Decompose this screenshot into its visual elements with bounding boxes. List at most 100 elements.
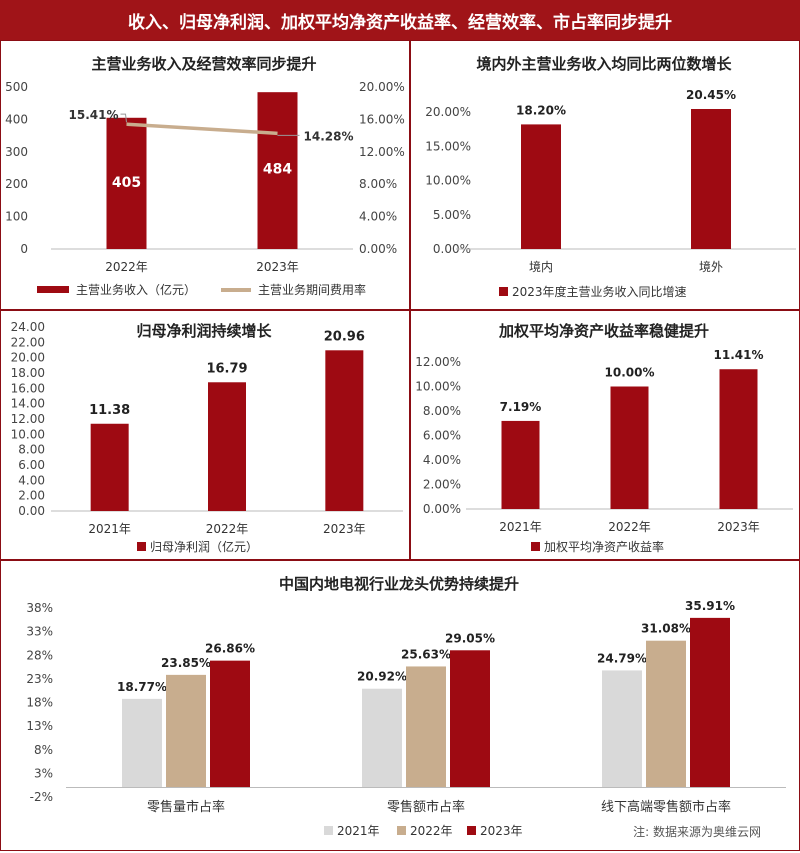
y-tick-label: 18% xyxy=(26,696,53,710)
bar-2022 xyxy=(166,674,206,788)
market-share-chart: 中国内地电视行业龙头优势持续提升 -2% 3% 8% 13% 18% 23% 28% 33% 3… xyxy=(26,575,786,838)
y-tick-label: 6.00 xyxy=(18,458,45,472)
y-tick-label: 10.00% xyxy=(425,174,471,188)
bar-2022 xyxy=(406,666,446,788)
legend-label: 2021年 xyxy=(337,824,380,838)
data-label: 11.41% xyxy=(714,348,764,362)
net-profit-panel: 归母净利润持续增长 0.00 2.00 4.00 6.00 8.00 10.00 12.00… xyxy=(0,310,410,560)
y-tick-label: 3% xyxy=(34,766,53,780)
y-tick-label: 14.00 xyxy=(11,397,45,411)
data-label: 16.79 xyxy=(206,361,247,376)
data-label: 23.85% xyxy=(161,656,211,670)
y-tick-label: 2.00 xyxy=(18,489,45,503)
bar xyxy=(208,382,246,511)
y-tick-label: 12.00 xyxy=(11,412,45,426)
bar xyxy=(691,109,731,249)
data-label: 20.45% xyxy=(686,88,736,102)
bar xyxy=(521,124,561,249)
legend-label: 2023年 xyxy=(480,824,523,838)
data-label: 10.00% xyxy=(605,366,655,380)
bar-2023 xyxy=(690,617,730,788)
x-tick-label: 2021年 xyxy=(88,522,131,536)
y-tick-label: 8% xyxy=(34,743,53,757)
legend-swatch-2023年 xyxy=(467,826,476,835)
legend-swatch-2022年 xyxy=(397,826,406,835)
y-tick-label: 8.00 xyxy=(18,443,45,457)
net-profit-chart: 归母净利润持续增长 0.002.00 4.006.008.00 10.0012.00… xyxy=(11,320,403,554)
y-tick-label: 24.00 xyxy=(11,320,45,334)
x-tick-label: 境外 xyxy=(699,259,723,274)
y-tick-label-left: 0 xyxy=(20,242,28,256)
data-label-expense-rate: 15.41% xyxy=(69,108,119,122)
data-label-revenue: 405 xyxy=(112,175,141,191)
data-label: 20.96 xyxy=(324,329,365,344)
y-tick-label: 16.00 xyxy=(11,381,45,395)
y-tick-label-right: 12.00% xyxy=(359,145,405,159)
chart-title: 加权平均净资产收益率稳健提升 xyxy=(498,322,709,340)
legend-label-expense-rate: 主营业务期间费用率 xyxy=(258,282,366,297)
x-tick-label: 线下高端零售额市占率 xyxy=(601,799,731,815)
bar xyxy=(90,423,129,511)
y-tick-label: 15.00% xyxy=(425,139,471,153)
data-label: 24.79% xyxy=(597,651,647,665)
y-tick-label: 20.00 xyxy=(11,351,45,365)
legend-swatch-2021年 xyxy=(324,826,333,835)
legend-swatch-net-profit xyxy=(137,542,146,551)
y-tick-label: 38% xyxy=(26,601,53,615)
y-tick-label: 23% xyxy=(26,672,53,686)
x-tick-label: 零售量市占率 xyxy=(147,799,225,815)
roe-panel: 加权平均净资产收益率稳健提升 0.00% 2.00% 4.00% 6.00% 8.00%… xyxy=(410,310,800,560)
bar-revenue xyxy=(257,92,298,250)
bar-2021 xyxy=(602,670,642,788)
y-tick-label-left: 400 xyxy=(5,112,28,126)
bar xyxy=(610,386,649,509)
y-tick-label-left: 100 xyxy=(5,210,28,224)
y-tick-label-right: 4.00% xyxy=(359,210,397,224)
legend-label-roe: 加权平均净资产收益率 xyxy=(544,539,664,554)
bar-2022 xyxy=(646,640,686,788)
y-tick-label: 4.00% xyxy=(423,453,461,467)
y-tick-label: 13% xyxy=(26,719,53,733)
data-label: 35.91% xyxy=(685,599,735,613)
legend-label-growth: 2023年度主营业务收入同比增速 xyxy=(512,284,687,299)
x-tick-label: 2023年 xyxy=(323,522,366,536)
y-tick-label-left: 300 xyxy=(5,145,28,159)
x-tick-label: 2022年 xyxy=(608,520,651,534)
bar xyxy=(325,350,364,511)
revenue-chart: 主营业务收入及经营效率同步提升 0 100 200 300 400 500 0.00% 4.0… xyxy=(5,55,405,297)
y-tick-label: 33% xyxy=(26,625,53,639)
x-tick-label: 2022年 xyxy=(105,260,148,274)
y-tick-label: -2% xyxy=(30,790,53,804)
y-tick-label: 2.00% xyxy=(423,478,461,492)
legend-label-revenue: 主营业务收入（亿元） xyxy=(76,282,196,297)
legend-swatch-roe xyxy=(531,542,540,551)
bar-2021 xyxy=(122,698,162,788)
bar xyxy=(719,369,758,509)
y-tick-label-left: 200 xyxy=(5,177,28,191)
bar-revenue xyxy=(106,117,147,249)
data-label: 20.92% xyxy=(357,670,407,684)
y-tick-label-right: 0.00% xyxy=(359,242,397,256)
x-tick-label: 零售额市占率 xyxy=(387,799,465,815)
data-label-expense-rate: 14.28% xyxy=(304,129,354,143)
y-tick-label: 0.00 xyxy=(18,504,45,518)
y-tick-label: 22.00 xyxy=(11,335,45,349)
leader-line xyxy=(120,113,127,123)
x-tick-label: 2021年 xyxy=(499,520,542,534)
source-note: 注: 数据来源为奥维云网 xyxy=(633,825,761,839)
y-tick-label: 5.00% xyxy=(433,208,471,222)
y-tick-label: 4.00 xyxy=(18,473,45,487)
data-label: 29.05% xyxy=(445,631,495,645)
page-banner-title: 收入、归母净利润、加权平均净资产收益率、经营效率、市占率同步提升 xyxy=(0,0,800,40)
x-tick-label: 境内 xyxy=(529,259,553,274)
data-label: 25.63% xyxy=(401,647,451,661)
legend-swatch-revenue xyxy=(37,286,69,293)
data-label: 7.19% xyxy=(500,400,542,414)
data-label-revenue: 484 xyxy=(263,161,292,177)
chart-title: 中国内地电视行业龙头优势持续提升 xyxy=(279,575,519,593)
revenue-panel: 主营业务收入及经营效率同步提升 0 100 200 300 400 500 0.00% 4.0… xyxy=(0,40,410,310)
bar-2021 xyxy=(362,688,402,788)
chart-title: 主营业务收入及经营效率同步提升 xyxy=(91,55,316,73)
chart-title: 境内外主营业务收入均同比两位数增长 xyxy=(476,55,732,73)
